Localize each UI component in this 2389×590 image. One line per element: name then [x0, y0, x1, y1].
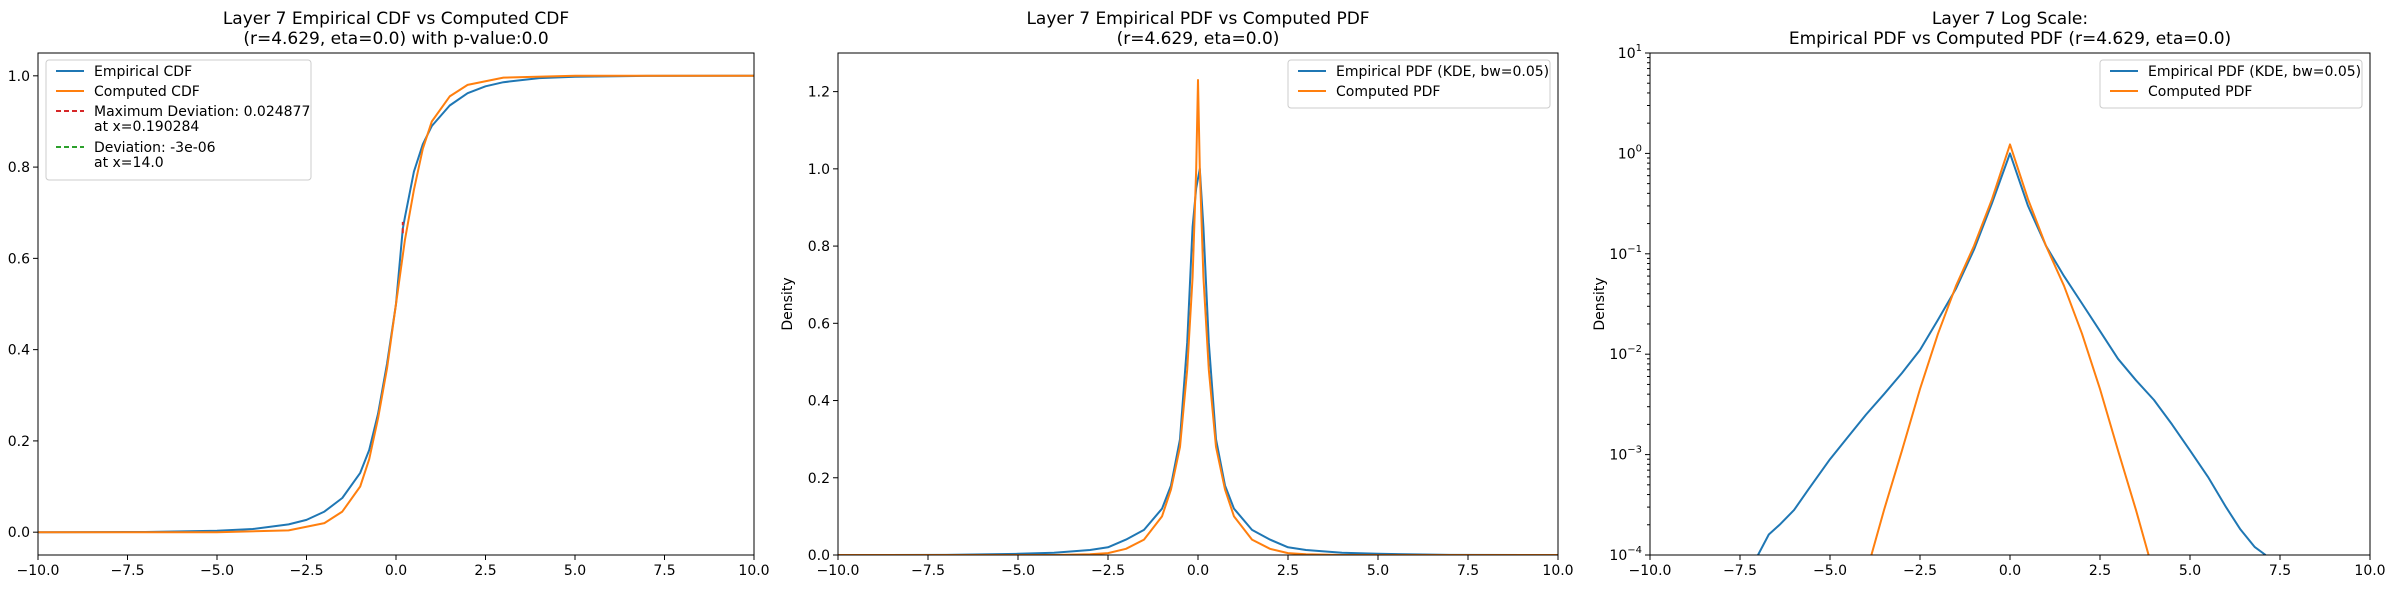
- x-tick-label: 2.5: [2089, 563, 2111, 579]
- chart-title-line: (r=4.629, eta=0.0) with p-value:0.0: [243, 29, 548, 49]
- legend-label: Computed CDF: [94, 84, 200, 100]
- legend-label: Deviation: -3e-06: [94, 140, 216, 156]
- legend-box: [2099, 59, 2363, 109]
- y-tick-label: 1.0: [8, 69, 30, 85]
- y-tick-label: 0.2: [808, 471, 830, 487]
- y-tick-label: 0.4: [808, 394, 830, 410]
- x-tick-label: 0.0: [1999, 563, 2021, 579]
- chart-title-line: Layer 7 Log Scale:: [1932, 9, 2088, 29]
- x-tick-label: 10.0: [738, 563, 769, 579]
- y-tick-label: 100: [1618, 143, 1642, 162]
- x-tick-label: −5.0: [1001, 563, 1035, 579]
- x-tick-label: 7.5: [653, 563, 675, 579]
- y-axis-label: Density: [780, 277, 796, 330]
- x-tick-label: −10.0: [17, 563, 60, 579]
- legend-label: Empirical PDF (KDE, bw=0.05): [1336, 64, 1549, 80]
- x-tick-label: 7.5: [2269, 563, 2291, 579]
- x-tick-label: −7.5: [911, 563, 945, 579]
- x-tick-label: −7.5: [111, 563, 145, 579]
- legend-label: Maximum Deviation: 0.024877: [94, 104, 310, 120]
- x-tick-label: −5.0: [200, 563, 234, 579]
- series-line-2: [838, 79, 1558, 555]
- legend-label: Empirical PDF (KDE, bw=0.05): [2148, 64, 2361, 80]
- cdf-panel: −10.0 −7.5 −5.0 −2.5 0.0 2.5 5.0 7.5 10.0 0.0 0.2 0…: [8, 9, 770, 579]
- legend-label: Computed PDF: [1336, 84, 1440, 100]
- x-tick-label: −2.5: [290, 563, 324, 579]
- y-tick-label: 101: [1618, 43, 1642, 62]
- y-tick-label: 10−3: [1609, 445, 1642, 464]
- x-tick-label: −2.5: [1091, 563, 1125, 579]
- y-tick-label: 0.8: [8, 160, 30, 176]
- y-tick-label: 0.2: [8, 434, 30, 450]
- legend-label-detail: at x=0.190284: [94, 119, 199, 135]
- x-tick-label: 5.0: [564, 563, 586, 579]
- x-tick-label: −10.0: [817, 563, 860, 579]
- axes-frame: [1649, 52, 2371, 556]
- legend-box: [45, 59, 312, 181]
- series-line-1: [838, 167, 1558, 555]
- log-pdf-panel: −10.0 −7.5 −5.0 −2.5 0.0 2.5 5.0 7.5 10.0 10−4 10−…: [1592, 9, 2386, 579]
- x-tick-label: 0.0: [385, 563, 407, 579]
- chart-title-line: Empirical PDF vs Computed PDF (r=4.629, …: [1789, 29, 2231, 49]
- series-line-2: [1870, 143, 2150, 555]
- y-tick-label: 0.8: [808, 239, 830, 255]
- y-tick-label: 1.2: [808, 85, 830, 101]
- pdf-panel: −10.0 −7.5 −5.0 −2.5 0.0 2.5 5.0 7.5 10.0 0.0 0.2 0…: [780, 9, 1574, 579]
- y-tick-label: 0.4: [8, 343, 30, 359]
- y-tick-label: 0.6: [808, 316, 830, 332]
- y-tick-label: 10−2: [1609, 344, 1642, 363]
- x-tick-label: 2.5: [1277, 563, 1299, 579]
- x-tick-label: 10.0: [2354, 563, 2385, 579]
- chart-title-line: (r=4.629, eta=0.0): [1117, 29, 1280, 49]
- legend-label: Empirical CDF: [94, 64, 192, 80]
- y-tick-label: 0.0: [808, 548, 830, 564]
- x-tick-label: 0.0: [1187, 563, 1209, 579]
- chart-title-line: Layer 7 Empirical PDF vs Computed PDF: [1026, 9, 1369, 29]
- x-tick-label: 5.0: [1367, 563, 1389, 579]
- x-tick-label: 7.5: [1457, 563, 1479, 579]
- legend-box: [1287, 59, 1551, 109]
- legend-label-detail: at x=14.0: [94, 155, 164, 171]
- y-axis-label: Density: [1592, 277, 1608, 330]
- x-tick-label: −10.0: [1629, 563, 1672, 579]
- x-tick-label: −7.5: [1723, 563, 1757, 579]
- y-tick-label: 0.0: [8, 525, 30, 541]
- series-line-1: [1757, 152, 2267, 555]
- legend-label: Computed PDF: [2148, 84, 2252, 100]
- y-tick-label: 1.0: [808, 162, 830, 178]
- x-tick-label: 2.5: [474, 563, 496, 579]
- y-tick-label: 10−1: [1609, 244, 1642, 263]
- x-tick-label: 5.0: [2179, 563, 2201, 579]
- x-tick-label: 10.0: [1542, 563, 1573, 579]
- series-line-1: [38, 74, 754, 534]
- x-tick-label: −5.0: [1813, 563, 1847, 579]
- x-tick-label: −2.5: [1903, 563, 1937, 579]
- y-tick-label: 0.6: [8, 251, 30, 267]
- y-tick-label: 10−4: [1609, 545, 1642, 564]
- series-line-2: [38, 74, 754, 534]
- chart-title-line: Layer 7 Empirical CDF vs Computed CDF: [223, 9, 569, 29]
